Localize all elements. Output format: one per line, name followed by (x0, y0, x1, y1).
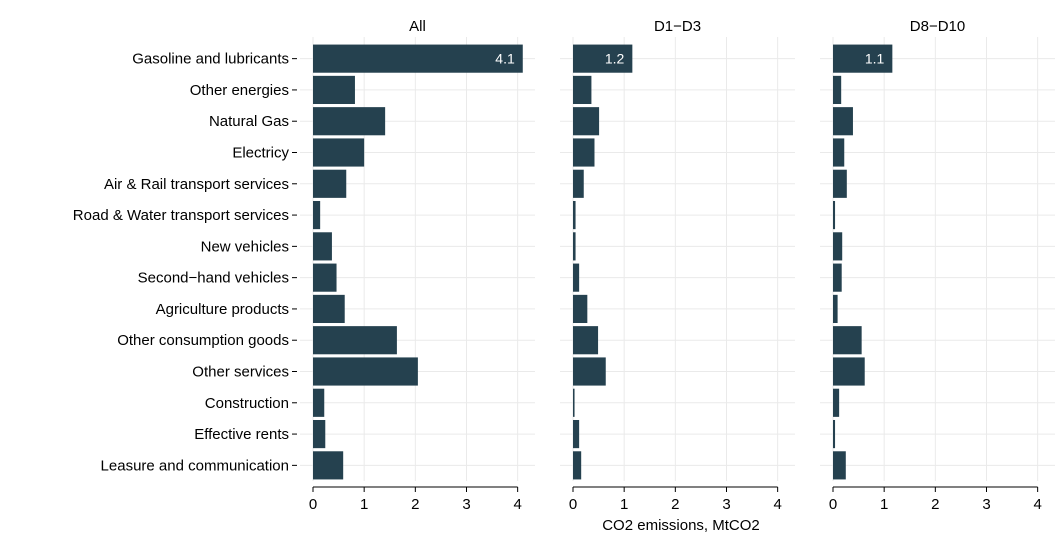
x-tick-label: 2 (931, 496, 939, 513)
category-label-second-hand-vehicles: Second−hand vehicles (138, 270, 289, 287)
x-tick-label: 3 (462, 496, 470, 513)
category-label-other-services: Other services (192, 364, 289, 381)
category-label-other-energies: Other energies (190, 82, 289, 99)
x-tick-label: 2 (671, 496, 679, 513)
bar-other-services (313, 357, 418, 386)
bar-air-rail-transport-services (833, 169, 847, 198)
bar-effective-rents (573, 419, 580, 449)
bar-new-vehicles (313, 232, 332, 261)
category-label-effective-rents: Effective rents (194, 426, 289, 443)
facet-title: D8−D10 (910, 18, 965, 35)
bar-agriculture-products (313, 294, 345, 324)
bar-second-hand-vehicles (313, 263, 337, 292)
x-tick-label: 1 (620, 496, 628, 513)
bar-new-vehicles (573, 232, 576, 261)
bar-road-water-transport-services (833, 200, 836, 230)
bar-leasure-and-communication (573, 451, 582, 480)
x-tick-label: 1 (880, 496, 888, 513)
category-labels: Gasoline and lubricants Other energies Nat… (73, 51, 297, 474)
bar-second-hand-vehicles (573, 263, 580, 292)
x-tick-label: 4 (513, 496, 521, 513)
bar-leasure-and-communication (313, 451, 344, 480)
bar-electricy (833, 138, 845, 167)
x-tick-label: 2 (411, 496, 419, 513)
bar-agriculture-products (573, 294, 588, 324)
bar-other-energies (573, 75, 592, 105)
bar-natural-gas (313, 107, 386, 136)
chart-panels: All 4.1 0 1 2 3 4 D1−D3 1.2 0 1 2 3 4 D8−D10 1.1 0 1 2 3 4 (300, 18, 1055, 513)
bar-gasoline-and-lubricants (833, 44, 893, 73)
x-tick-label: 4 (1033, 496, 1041, 513)
bar-construction (313, 388, 325, 417)
bar-value-label: 1.1 (865, 51, 885, 67)
bar-construction (833, 388, 840, 417)
bar-other-consumption-goods (313, 326, 397, 355)
panel-d8-d10: D8−D10 1.1 0 1 2 3 4 (820, 18, 1055, 513)
bar-other-services (833, 357, 865, 386)
x-tick-label: 0 (569, 496, 577, 513)
x-tick-label: 3 (982, 496, 990, 513)
category-label-natural-gas: Natural Gas (209, 113, 289, 130)
x-tick-label: 0 (309, 496, 317, 513)
x-tick-label: 0 (829, 496, 837, 513)
bar-new-vehicles (833, 232, 843, 261)
category-label-construction: Construction (205, 395, 289, 412)
bar-electricy (313, 138, 365, 167)
x-tick-label: 3 (722, 496, 730, 513)
bar-natural-gas (833, 107, 853, 136)
x-tick-label: 4 (773, 496, 781, 513)
bar-leasure-and-communication (833, 451, 846, 480)
category-label-leasure-and-communication: Leasure and communication (101, 457, 289, 474)
category-label-agriculture-products: Agriculture products (156, 301, 289, 318)
bar-road-water-transport-services (313, 200, 321, 230)
bar-gasoline-and-lubricants (313, 44, 523, 73)
bar-electricy (573, 138, 595, 167)
panel-d1-d3: D1−D3 1.2 0 1 2 3 4 (560, 18, 795, 513)
bar-other-consumption-goods (573, 326, 599, 355)
bar-effective-rents (833, 419, 836, 449)
category-label-new-vehicles: New vehicles (201, 238, 289, 255)
bar-air-rail-transport-services (313, 169, 347, 198)
category-label-gasoline-and-lubricants: Gasoline and lubricants (132, 51, 289, 68)
x-axis-title: CO2 emissions, MtCO2 (602, 517, 760, 534)
facet-title: All (409, 18, 426, 35)
bar-value-label: 1.2 (605, 51, 625, 67)
category-label-road-water-transport-services: Road & Water transport services (73, 207, 289, 224)
bar-natural-gas (573, 107, 600, 136)
facet-title: D1−D3 (654, 18, 701, 35)
panel-all: All 4.1 0 1 2 3 4 (300, 18, 535, 513)
bar-value-label: 4.1 (495, 51, 515, 67)
bar-other-energies (313, 75, 355, 105)
bar-effective-rents (313, 419, 326, 449)
bar-other-services (573, 357, 606, 386)
category-label-other-consumption-goods: Other consumption goods (117, 332, 289, 349)
bar-road-water-transport-services (573, 200, 576, 230)
category-label-air-rail-transport-services: Air & Rail transport services (104, 176, 289, 193)
bar-gasoline-and-lubricants (573, 44, 633, 73)
bar-air-rail-transport-services (573, 169, 584, 198)
category-label-electricy: Electricy (232, 145, 289, 162)
bar-construction (573, 388, 575, 417)
bar-second-hand-vehicles (833, 263, 842, 292)
bar-agriculture-products (833, 294, 838, 324)
bar-other-consumption-goods (833, 326, 862, 355)
x-tick-label: 1 (360, 496, 368, 513)
bar-other-energies (833, 75, 842, 105)
